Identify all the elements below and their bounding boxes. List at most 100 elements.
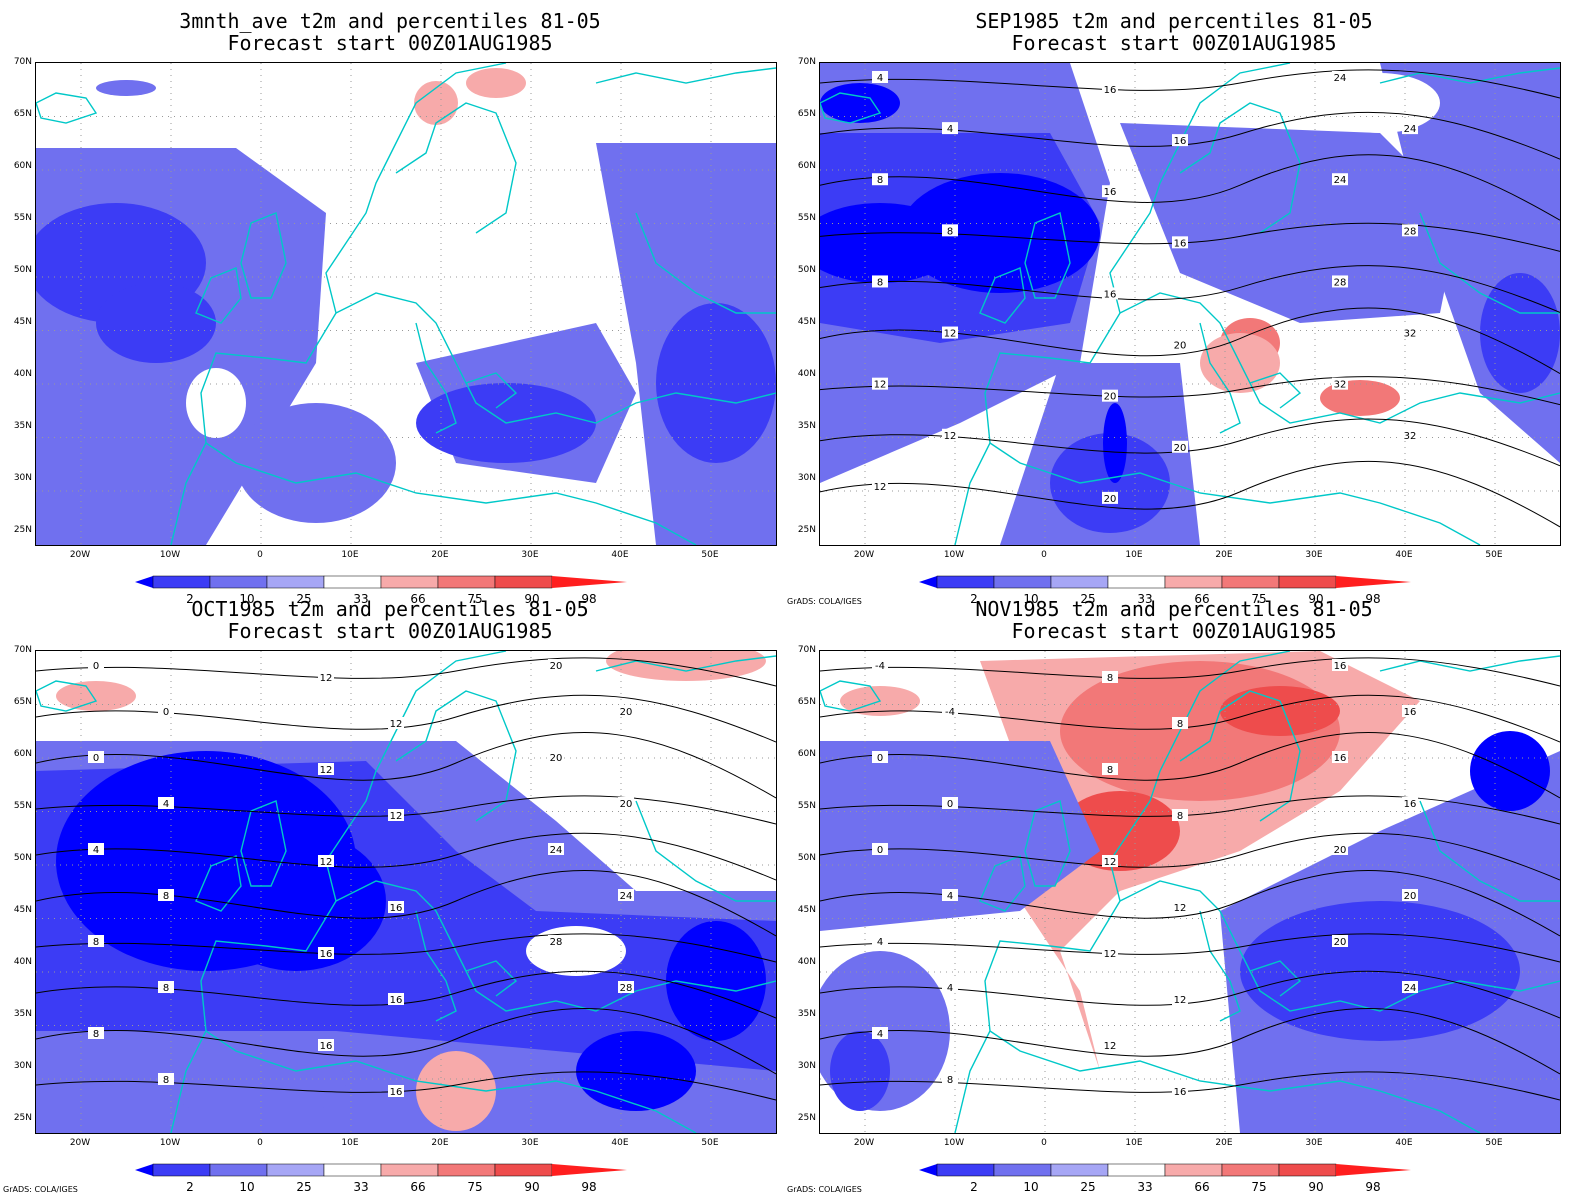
lon-tick-label: 10W (159, 550, 181, 560)
contour-label-bg (872, 659, 888, 671)
colorbar-label: 2 (970, 1180, 978, 1194)
isotherm-line (36, 1008, 776, 1075)
contour-label: 0 (93, 753, 99, 764)
shade-region (96, 283, 216, 363)
colorbar-label: 75 (467, 592, 483, 606)
lat-tick-label: 50N (13, 853, 32, 863)
coastline-path (820, 680, 882, 712)
isotherms (820, 657, 1560, 1101)
contour-label: 16 (1104, 187, 1117, 198)
lat-tick-label: 30N (797, 1061, 816, 1071)
shade-region (830, 1031, 890, 1111)
contour-label: 8 (1177, 811, 1183, 822)
lon-tick-label: 30E (1305, 1138, 1323, 1148)
contour-label-bg (1102, 83, 1118, 95)
contour-label: 8 (93, 1029, 99, 1040)
lon-tick-label: 40E (1395, 550, 1413, 560)
colorbar-segment (1278, 575, 1337, 589)
colorbar-segment (152, 1163, 211, 1177)
contour-label-bg (1402, 981, 1418, 993)
contour-label-bg (872, 935, 888, 947)
coastline-path (170, 651, 507, 1133)
lat-tick-label: 30N (13, 1061, 32, 1071)
contour-label: 16 (1174, 238, 1187, 249)
coastline-path (195, 267, 242, 324)
shade-region (236, 403, 396, 523)
contour-label: 20 (620, 799, 633, 810)
isotherm-line (820, 1008, 1560, 1075)
coastline-path (595, 67, 776, 84)
contour-label: 28 (620, 983, 633, 994)
contour-label-bg (1102, 389, 1118, 402)
isotherm-line (36, 694, 776, 743)
contour-label: 0 (163, 707, 169, 718)
contour-label: 12 (874, 482, 887, 493)
contour-label: 20 (550, 753, 563, 764)
lon-tick-label: 10E (1125, 550, 1143, 560)
colorbar-label: 98 (1365, 1180, 1381, 1194)
contour-label: 16 (1404, 707, 1417, 718)
contour-label: 12 (320, 857, 333, 868)
lat-tick-label: 70N (797, 645, 816, 655)
coastline-path (1179, 102, 1301, 234)
contour-label: 16 (1404, 799, 1417, 810)
contour-label-bg (388, 717, 404, 729)
map-area (35, 62, 777, 546)
shade-region (416, 1051, 496, 1131)
panel-subtitle: Forecast start 00Z01AUG1985 (1011, 31, 1337, 55)
colorbar-label: 25 (1080, 1180, 1096, 1194)
colorbar-segment (266, 575, 325, 589)
contour-label-bg (1172, 901, 1188, 913)
contour-label-bg (872, 843, 888, 855)
colorbar-label: 25 (1080, 592, 1096, 606)
colorbar-segment (152, 575, 211, 589)
contour-label-bg (1402, 705, 1418, 717)
lat-tick-label: 65N (797, 109, 816, 119)
coastline-path (820, 92, 882, 124)
coastlines (36, 63, 776, 545)
coastline-path (979, 267, 1026, 324)
contour-label: 8 (1107, 673, 1113, 684)
coastline-path (36, 680, 98, 712)
colorbar-label: 90 (524, 592, 540, 606)
lat-tick-label: 55N (797, 801, 816, 811)
contour-label: 28 (1334, 277, 1347, 288)
colorbar-label: 66 (410, 592, 426, 606)
colorbar-label: 2 (186, 1180, 194, 1194)
contour-label-bg (872, 479, 888, 492)
lat-tick-label: 25N (797, 1113, 816, 1123)
contour-label: 4 (947, 891, 953, 902)
coastline-path (1379, 655, 1560, 672)
contour-label-bg (318, 855, 334, 867)
map-panel-oct: OCT1985 t2m and percentiles 81-05 Foreca… (0, 588, 780, 1194)
contour-label-bg (942, 889, 958, 901)
panel-title: 3mnth_ave t2m and percentiles 81-05 (179, 9, 601, 33)
colorbar-segment (380, 575, 439, 589)
contour-label-bg (1402, 122, 1418, 135)
lon-tick-label: 50E (1485, 550, 1503, 560)
contour-label-bg (88, 659, 104, 671)
percentile-colorbar (135, 1163, 627, 1177)
colorbar-label: 25 (296, 1180, 312, 1194)
contour-label-bg (158, 797, 174, 809)
contour-label: 12 (390, 811, 403, 822)
lat-tick-label: 70N (13, 57, 32, 67)
contour-label: 12 (874, 380, 887, 391)
lon-tick-label: 40E (1395, 1138, 1413, 1148)
lat-tick-label: 65N (797, 697, 816, 707)
percentile-shading: 0 0 0 4 4 8 8 8 8 8 12 12 12 12 12 16 16 16 16 16 20 20 20 20 24… (36, 651, 776, 1133)
coastline-path (195, 855, 242, 912)
contour-label: 28 (1404, 226, 1417, 237)
contour-label: 12 (944, 329, 957, 340)
colorbar-label: 90 (1308, 592, 1324, 606)
colorbar-label: 66 (410, 1180, 426, 1194)
shade-region (900, 173, 1100, 293)
contour-label: 24 (620, 891, 633, 902)
colorbar-segment (266, 1163, 325, 1177)
contour-label: 24 (1334, 73, 1347, 84)
contour-label-bg (158, 1073, 174, 1085)
contour-label: 16 (320, 1041, 333, 1052)
colorbar-segment (936, 1163, 995, 1177)
shade-region (666, 921, 766, 1041)
coastline-path (635, 800, 776, 902)
